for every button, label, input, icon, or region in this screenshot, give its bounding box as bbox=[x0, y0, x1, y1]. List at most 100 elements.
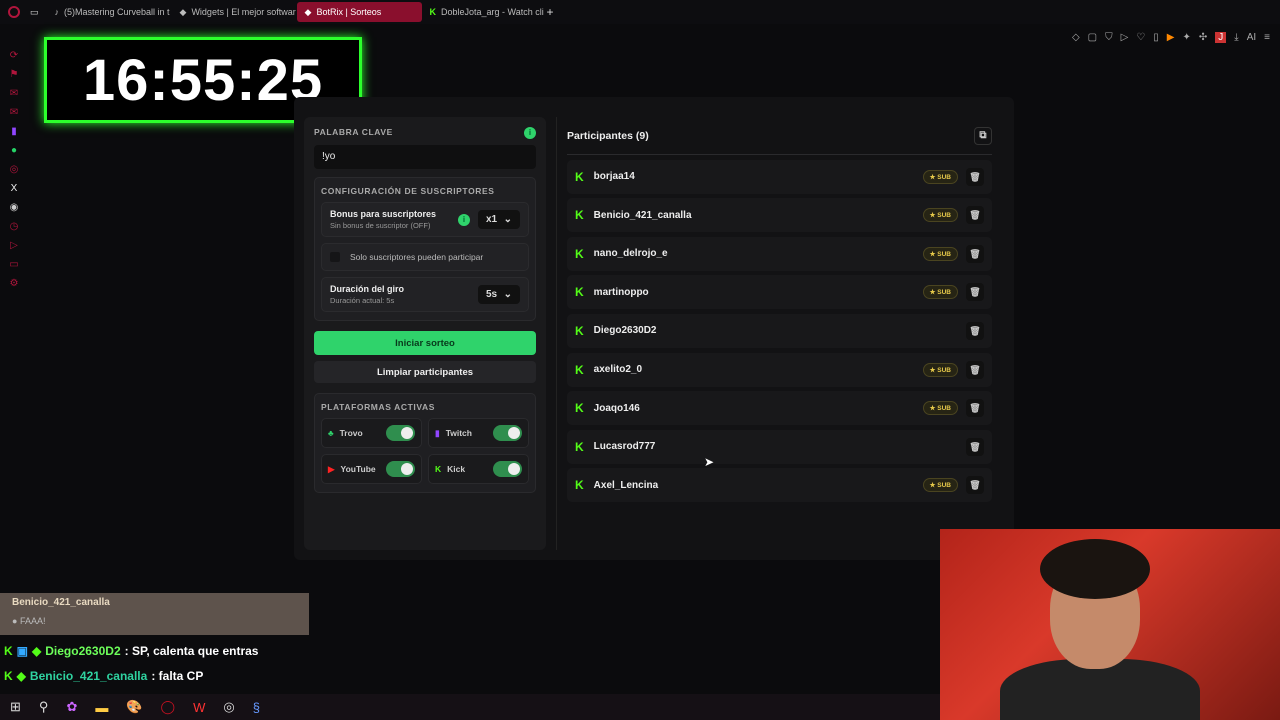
x-icon[interactable]: X bbox=[10, 183, 18, 194]
kick-icon: K bbox=[575, 208, 584, 223]
download-icon[interactable]: ⤓ bbox=[1234, 32, 1239, 43]
clock-overlay: 16:55:25 bbox=[44, 37, 362, 123]
platform-trovo: ♣ Trovo bbox=[321, 418, 422, 448]
delete-participant-button[interactable]: 🗑 bbox=[966, 244, 984, 263]
sub-badge: ★ SUB bbox=[922, 208, 958, 223]
clear-participants-button[interactable]: Limpiar participantes bbox=[314, 361, 536, 383]
platform-twitch: ▮ Twitch bbox=[428, 418, 529, 448]
kick-toggle[interactable] bbox=[493, 461, 522, 477]
subs-only-row[interactable]: Solo suscriptores pueden participar bbox=[321, 243, 529, 271]
obs-icon[interactable]: ◎ bbox=[223, 699, 235, 714]
start-giveaway-button[interactable]: Iniciar sorteo bbox=[314, 331, 536, 355]
kick-icon: K bbox=[575, 401, 584, 416]
participants-title: Participantes (9) bbox=[567, 129, 649, 142]
play-icon[interactable]: ▷ bbox=[1120, 32, 1129, 43]
settings-icon[interactable]: ⚙ bbox=[9, 278, 19, 289]
file-explorer-icon[interactable]: ▬ bbox=[95, 699, 109, 715]
copy-icon[interactable]: ⧉ bbox=[974, 126, 992, 145]
subs-only-checkbox[interactable] bbox=[330, 252, 340, 262]
ai-button[interactable]: AI bbox=[1246, 32, 1257, 43]
delete-participant-button[interactable]: 🗑 bbox=[966, 476, 984, 495]
windows-start-icon[interactable]: ⊞ bbox=[10, 699, 21, 714]
heart-icon[interactable]: ♡ bbox=[1136, 32, 1146, 43]
participant-name: martinoppo bbox=[593, 286, 649, 298]
search-icon[interactable]: ⚲ bbox=[38, 699, 49, 714]
shield-icon[interactable]: ⛉ bbox=[1105, 32, 1113, 43]
participant-row: K Axel_Lencina ★ SUB 🗑 bbox=[567, 468, 992, 503]
opera-logo-icon[interactable] bbox=[8, 6, 20, 18]
sub-badge-label: SUB bbox=[937, 212, 951, 220]
player-icon[interactable]: ▷ bbox=[10, 240, 18, 251]
wps-icon[interactable]: W bbox=[193, 699, 206, 715]
mail-icon[interactable]: ✉ bbox=[9, 107, 19, 118]
wallet-icon[interactable]: ▭ bbox=[9, 259, 19, 270]
delete-participant-button[interactable]: 🗑 bbox=[966, 167, 984, 186]
delete-participant-button[interactable]: 🗑 bbox=[966, 399, 984, 418]
subs-only-label: Solo suscriptores pueden participar bbox=[350, 252, 484, 262]
sub-badge: ★ SUB bbox=[922, 478, 958, 493]
extension-icon[interactable]: ✦ bbox=[1182, 32, 1191, 43]
keyword-input[interactable]: !yo bbox=[314, 145, 536, 169]
tab-tiktok[interactable]: ♪ (5)Mastering Curveball in t bbox=[47, 2, 172, 22]
whatsapp-icon[interactable]: ● bbox=[10, 145, 18, 156]
tab-kick[interactable]: K DobleJota_arg - Watch cli bbox=[422, 2, 547, 22]
kick-icon: K bbox=[575, 439, 584, 454]
platforms-label: PLATAFORMAS ACTIVAS bbox=[321, 402, 436, 412]
delete-participant-button[interactable]: 🗑 bbox=[966, 283, 984, 302]
kick-icon: K bbox=[575, 169, 584, 184]
trovo-toggle[interactable] bbox=[386, 425, 415, 441]
platform-kick: K Kick bbox=[428, 454, 529, 484]
twitch-toggle[interactable] bbox=[493, 425, 522, 441]
platform-name: Trovo bbox=[339, 428, 363, 438]
clock-icon[interactable]: ◷ bbox=[9, 221, 19, 232]
instagram-icon[interactable]: ◎ bbox=[9, 164, 19, 175]
youtube-toggle[interactable] bbox=[386, 461, 415, 477]
kick-icon: K bbox=[435, 464, 442, 474]
delete-participant-button[interactable]: 🗑 bbox=[966, 206, 984, 225]
tab-widgets[interactable]: ◆ Widgets | El mejor softwar bbox=[172, 2, 297, 22]
twitch-icon: ▮ bbox=[435, 427, 440, 438]
snapshot-icon[interactable]: ▢ bbox=[1087, 32, 1098, 43]
keyword-label: PALABRA CLAVE bbox=[314, 127, 393, 137]
puzzle-icon[interactable]: ✣ bbox=[1198, 32, 1208, 43]
copilot-icon[interactable]: ✿ bbox=[66, 699, 78, 714]
bonus-row: Bonus para suscriptores Sin bonus de susc… bbox=[321, 202, 529, 237]
new-tab-button[interactable]: + bbox=[546, 5, 554, 19]
browser-tabbar: ▭ ♪ (5)Mastering Curveball in t ◆ Widgets … bbox=[0, 0, 1280, 24]
delete-participant-button[interactable]: 🗑 bbox=[966, 321, 984, 340]
paint-icon[interactable]: 🎨 bbox=[126, 699, 143, 714]
app-icon[interactable]: § bbox=[252, 699, 260, 715]
twitch-ext-icon[interactable]: ▯ bbox=[1153, 32, 1159, 43]
menu-icon[interactable]: ≡ bbox=[1264, 32, 1270, 43]
browser-toolbar: ◇ ▢ ⛉ ▷ ♡ ▯ ▶ ✦ ✣ J ⤓ AI ≡ bbox=[1072, 32, 1270, 43]
duration-select[interactable]: 5s ⌄ bbox=[478, 285, 520, 304]
sub-badge-label: SUB bbox=[937, 405, 951, 413]
video-icon[interactable]: ▶ bbox=[1166, 32, 1175, 43]
mouse-cursor: ➤ bbox=[704, 455, 715, 469]
sub-badge: ★ SUB bbox=[922, 246, 958, 261]
kick-icon: K bbox=[575, 362, 584, 377]
bonus-select[interactable]: x1 ⌄ bbox=[478, 210, 520, 229]
info-icon[interactable]: i bbox=[458, 213, 470, 226]
bookmark-icon[interactable]: ◇ bbox=[1071, 32, 1080, 43]
participant-name: Benicio_421_canalla bbox=[593, 209, 692, 221]
participant-row: K Lucasrod777 🗑 bbox=[567, 429, 992, 464]
tab-botrix-sorteos[interactable]: ◆ BotRix | Sorteos bbox=[296, 2, 422, 22]
history-icon[interactable]: ⟳ bbox=[9, 50, 19, 61]
twitch-icon[interactable]: ▮ bbox=[11, 126, 17, 137]
delete-participant-button[interactable]: 🗑 bbox=[966, 360, 984, 379]
discord-icon[interactable]: ◉ bbox=[9, 202, 19, 213]
profile-avatar[interactable]: J bbox=[1215, 32, 1227, 43]
workspaces-icon[interactable]: ▭ bbox=[30, 6, 39, 17]
messenger-icon[interactable]: ✉ bbox=[9, 88, 19, 99]
delete-participant-button[interactable]: 🗑 bbox=[966, 437, 984, 456]
info-icon[interactable]: i bbox=[524, 127, 536, 139]
flag-icon[interactable]: ⚑ bbox=[9, 69, 19, 80]
platform-name: Kick bbox=[447, 464, 466, 474]
opera-taskbar-icon[interactable]: ◯ bbox=[160, 699, 176, 714]
participant-row: K Benicio_421_canalla ★ SUB 🗑 bbox=[567, 198, 992, 233]
kick-icon: K bbox=[429, 7, 437, 17]
platforms-section: PLATAFORMAS ACTIVAS ♣ Trovo ▮ Twitch ▶ YouT… bbox=[314, 393, 536, 493]
